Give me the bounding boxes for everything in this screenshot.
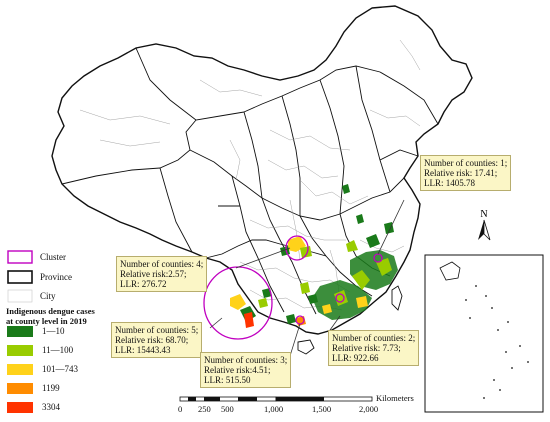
callout-guangdong: Number of counties: 2; Relative risk: 7.… [328, 330, 420, 366]
south-china-sea-inset [424, 254, 544, 413]
legend-class-swatch [7, 345, 33, 356]
legend-class-label: 11—100 [42, 345, 74, 355]
legend-class-swatch [7, 402, 33, 413]
taiwan-island [391, 285, 403, 311]
scale-tick-2000: 2,000 [359, 404, 379, 414]
legend-class-swatch [7, 364, 33, 375]
scale-tick-1000: 1,000 [264, 404, 284, 414]
scale-unit: Kilometers [376, 393, 414, 403]
legend-city-swatch [7, 289, 33, 303]
china-outline [51, 5, 473, 335]
north-arrow: N [474, 208, 494, 244]
north-label: N [480, 209, 487, 220]
legend-province-label: Province [40, 272, 72, 282]
scale-bar [179, 396, 373, 402]
legend-cases-title: Indigenous dengue cases at county level … [6, 306, 95, 326]
scale-tick-0: 0 [178, 404, 183, 414]
legend-class-label: 3304 [42, 402, 60, 412]
callout-yunnan: Number of counties: 5; Relative risk: 68… [111, 322, 203, 358]
legend-symbols [7, 250, 33, 303]
legend-class-label: 1199 [42, 383, 60, 393]
city-boundaries [79, 39, 421, 311]
callout-leaders [209, 199, 405, 357]
legend-class-label: 101—743 [42, 364, 78, 374]
legend-class-label: 1—10 [42, 326, 65, 336]
cluster-chongqing [285, 235, 309, 261]
callout-fujian: Number of counties: 1; Relative risk: 17… [420, 155, 512, 191]
hainan-island [297, 339, 315, 355]
legend-city-label: City [40, 291, 56, 301]
cluster-guangdong [335, 293, 345, 303]
legend-cluster-swatch [7, 250, 33, 264]
callout-chongqing: Number of counties: 4; Relative risk:2.5… [116, 256, 208, 292]
legend-province-swatch [7, 270, 33, 284]
legend-cluster-label: Cluster [40, 252, 66, 262]
callout-guangxi: Number of counties: 3; Relative risk:4.5… [200, 352, 292, 388]
scale-tick-1500: 1,500 [312, 404, 332, 414]
scale-tick-250: 250 [198, 404, 211, 414]
dengue-case-areas [230, 184, 398, 328]
legend-class-swatch [7, 326, 33, 337]
legend-class-swatch [7, 383, 33, 394]
scale-tick-500: 500 [221, 404, 234, 414]
